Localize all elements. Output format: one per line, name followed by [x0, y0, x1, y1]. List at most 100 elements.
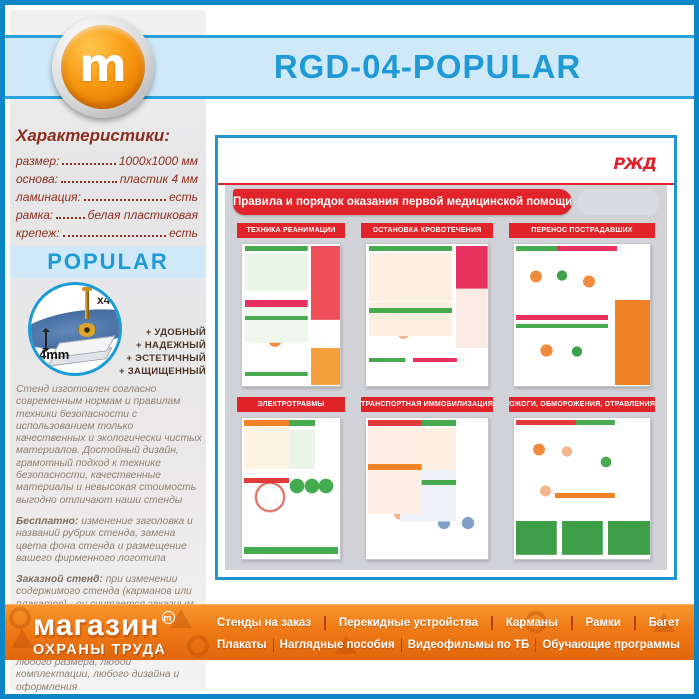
store-logo[interactable]: магазин m ОХРАНЫ ТРУДА	[33, 611, 175, 658]
char-label: основа:	[16, 172, 58, 186]
benefit-item: + ЭСТЕТИЧНЫЙ	[126, 353, 206, 364]
poster-thumbnail-burns	[512, 416, 651, 560]
product-stand-image: РЖД Правила и порядок оказания первой ме…	[215, 135, 677, 580]
characteristic-row: ламинация: есть	[16, 190, 198, 208]
poster-cell: ЭЛЕКТРОТРАВМЫ	[235, 396, 347, 560]
poster-rubric-title: ОЖОГИ, ОБМОРОЖЕНИЯ, ОТРАВЛЕНИЯ	[508, 396, 655, 412]
dotted-leader	[62, 155, 116, 165]
poster-thumbnail-carrying	[512, 243, 651, 387]
char-value: есть	[169, 190, 198, 204]
characteristic-row: крепеж: есть	[16, 226, 198, 244]
menu-divider	[633, 616, 636, 630]
characteristics-block: Характеристики: размер: 1000х1000 мм осн…	[16, 126, 198, 244]
char-label: размер:	[16, 154, 60, 168]
char-label: рамка:	[16, 208, 54, 222]
dotted-leader	[83, 191, 167, 201]
paragraph-text: изменение заголовка и названий рубрик ст…	[16, 515, 193, 564]
poster-cell: ОСТАНОВКА КРОВОТЕЧЕНИЯ	[359, 223, 495, 387]
footer-menu-row-1: Стенды на заказ Перекидные устройства Ка…	[217, 612, 680, 634]
poster-cell: ТРАНСПОРТНАЯ ИММОБИЛИЗАЦИЯ	[359, 396, 495, 560]
characteristic-row: основа: пластик 4 мм	[16, 172, 198, 190]
char-value: есть	[169, 226, 198, 240]
warning-triangle-icon	[170, 609, 192, 628]
menu-divider	[570, 616, 573, 630]
poster-cell: ОЖОГИ, ОБМОРОЖЕНИЯ, ОТРАВЛЕНИЯ	[507, 396, 657, 560]
footer-bar: магазин m ОХРАНЫ ТРУДА Стенды на заказ Пе…	[5, 604, 694, 660]
poster-cell: ПЕРЕНОС ПОСТРАДАВШИХ	[507, 223, 657, 387]
menu-item-naglyadnye-posobiya[interactable]: Наглядные пособия	[279, 639, 395, 651]
dotted-leader	[62, 227, 167, 237]
menu-item-plakaty[interactable]: Плакаты	[217, 639, 267, 651]
poster-rubric-title: ПЕРЕНОС ПОСТРАДАВШИХ	[508, 223, 655, 238]
description-paragraph: Стенд изготовлен согласно современным но…	[16, 384, 202, 506]
benefit-item: + УДОБНЫЙ	[145, 327, 206, 338]
stand-red-line	[218, 183, 674, 185]
menu-item-obuchayushchie-programmy[interactable]: Обучающие программы	[542, 639, 680, 651]
characteristics-title: Характеристики:	[16, 126, 170, 145]
benefit-item: + ЗАЩИЩЕННЫЙ	[119, 366, 206, 377]
menu-item-stendy-na-zakaz[interactable]: Стенды на заказ	[217, 617, 312, 629]
warning-triangle-icon	[335, 635, 357, 654]
safety-circle-icon	[9, 607, 31, 629]
warning-triangle-icon	[653, 613, 675, 632]
characteristic-row: рамка: белая пластиковая	[16, 208, 198, 226]
poster-rubric-title: ЭЛЕКТРОТРАВМЫ	[237, 396, 346, 412]
menu-item-baget[interactable]: Багет	[648, 617, 680, 629]
screw-count-label: x4	[97, 293, 111, 307]
stand-board: Правила и порядок оказания первой медици…	[225, 185, 667, 570]
logo-m-icon: m	[79, 38, 127, 92]
menu-divider	[400, 638, 402, 652]
poster-thumbnail-reanimation	[241, 243, 342, 387]
store-name-line2: ОХРАНЫ ТРУДА	[33, 642, 167, 658]
poster-rubric-title: ТЕХНИКА РЕАНИМАЦИИ	[237, 223, 346, 238]
thickness-label: 4mm	[39, 347, 70, 362]
menu-divider	[272, 638, 274, 652]
mounting-diagram-icon: x4 4mm	[28, 282, 122, 376]
menu-divider	[490, 616, 493, 630]
char-value: белая пластиковая	[87, 208, 198, 222]
poster-rubric-title: ОСТАНОВКА КРОВОТЕЧЕНИЯ	[361, 223, 493, 238]
warning-triangle-icon	[11, 629, 33, 648]
poster-cell: ТЕХНИКА РЕАНИМАЦИИ	[235, 223, 347, 387]
paragraph-lead: Бесплатно:	[16, 515, 79, 527]
thickness-arrow-icon	[42, 328, 50, 352]
stand-title: Правила и порядок оказания первой медици…	[233, 189, 573, 215]
poster-thumbnail-bleeding	[365, 243, 489, 387]
safety-circle-icon	[187, 635, 209, 657]
poster-grid: ТЕХНИКА РЕАНИМАЦИИ ОСТАНОВКА КРОВОТЕЧЕНИ…	[235, 223, 657, 560]
description-paragraph: Бесплатно: изменение заголовка и названи…	[16, 516, 202, 565]
menu-item-karmany[interactable]: Карманы	[505, 617, 558, 629]
poster-thumbnail-electrotrauma	[241, 416, 342, 560]
store-name-line1: магазин m	[33, 611, 175, 641]
screw-icon	[85, 289, 89, 319]
char-value: пластик 4 мм	[119, 172, 198, 186]
dotted-leader	[60, 173, 117, 183]
menu-item-perekidnye-ustroystva[interactable]: Перекидные устройства	[338, 617, 479, 629]
menu-divider	[324, 616, 326, 630]
rzd-brand-logo: РЖД	[613, 154, 657, 173]
mount-feature: x4 4mm + УДОБНЫЙ + НАДЕЖНЫЙ + ЭСТЕТИЧНЫЙ…	[24, 282, 206, 378]
char-label: крепеж:	[16, 226, 60, 240]
char-label: ламинация:	[16, 190, 81, 204]
popular-series-badge: POPULAR	[10, 246, 206, 278]
screw-head-icon	[82, 287, 92, 291]
store-name-text: магазин	[33, 609, 160, 642]
stand-header-zone: РЖД	[218, 138, 674, 183]
characteristic-row: размер: 1000х1000 мм	[16, 154, 198, 172]
menu-item-videofilmy-po-tb[interactable]: Видеофильмы по ТБ	[407, 639, 530, 651]
paragraph-lead: Заказной стенд:	[16, 574, 103, 586]
menu-divider	[535, 638, 537, 652]
logo-sphere-icon: m	[61, 25, 145, 109]
benefits-list: + УДОБНЫЙ + НАДЕЖНЫЙ + ЭСТЕТИЧНЫЙ + ЗАЩИ…	[119, 326, 206, 378]
stand-title-ribbon: Правила и порядок оказания первой медици…	[233, 189, 659, 215]
menu-item-ramki[interactable]: Рамки	[585, 617, 621, 629]
poster-thumbnail-immobilization	[365, 416, 489, 560]
footer-menu-row-2: Плакаты Наглядные пособия Видеофильмы по…	[217, 634, 680, 656]
page-title: RGD-04-POPULAR	[273, 48, 582, 85]
benefit-item: + НАДЕЖНЫЙ	[136, 340, 206, 351]
poster-rubric-title: ТРАНСПОРТНАЯ ИММОБИЛИЗАЦИЯ	[361, 396, 493, 412]
safety-circle-icon	[525, 611, 547, 633]
washer-icon	[78, 323, 96, 337]
store-logo-badge: m	[52, 16, 154, 118]
